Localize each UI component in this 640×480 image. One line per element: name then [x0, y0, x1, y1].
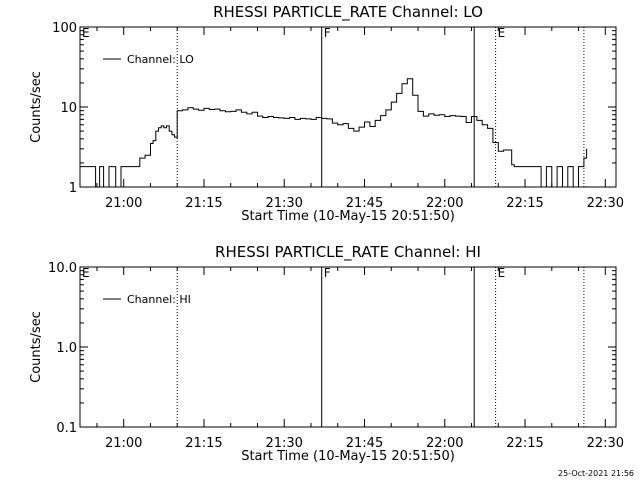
chart-title: RHESSI PARTICLE_RATE Channel: LO	[213, 3, 483, 22]
x-tick-label: 22:30	[587, 436, 624, 451]
x-tick-label: 21:00	[105, 196, 142, 211]
region-marker-label: F	[324, 26, 331, 40]
chart-title: RHESSI PARTICLE_RATE Channel: HI	[215, 243, 481, 262]
series-line-channello	[80, 78, 588, 188]
legend-label: Channel: HI	[127, 293, 191, 306]
x-tick-label: 22:00	[426, 196, 463, 211]
x-axis-label: Start Time (10-May-15 20:51:50)	[241, 209, 455, 224]
region-marker-label: E	[82, 266, 90, 280]
x-tick-label: 21:15	[185, 436, 222, 451]
x-tick-label: 21:45	[346, 436, 383, 451]
region-marker-label: E	[498, 26, 506, 40]
y-tick-label: 100	[52, 21, 77, 36]
x-tick-label: 21:30	[265, 196, 302, 211]
y-tick-label: 10	[60, 101, 77, 116]
y-axis-label: Counts/sec	[29, 71, 44, 143]
x-tick-label: 22:30	[587, 196, 624, 211]
region-marker-label: F	[324, 266, 331, 280]
y-tick-label: 1.0	[56, 341, 77, 356]
x-tick-label: 22:15	[506, 436, 543, 451]
region-marker-label: E	[498, 266, 506, 280]
x-tick-label: 21:00	[105, 436, 142, 451]
y-tick-label: 10.0	[48, 261, 77, 276]
y-tick-label: 0.1	[56, 421, 77, 436]
x-axis-label: Start Time (10-May-15 20:51:50)	[241, 449, 455, 464]
y-axis-label: Counts/sec	[29, 311, 44, 383]
x-tick-label: 22:15	[506, 196, 543, 211]
chart-panel-2: RHESSI PARTICLE_RATE Channel: HI 21:00 21:…	[29, 243, 624, 464]
legend-label: Channel: LO	[127, 53, 194, 66]
region-marker-label: E	[82, 26, 90, 40]
x-tick-label: 21:15	[185, 196, 222, 211]
x-tick-label: 22:00	[426, 436, 463, 451]
plot-frame	[79, 26, 617, 188]
x-tick-label: 21:30	[265, 436, 302, 451]
chart-panel-1: RHESSI PARTICLE_RATE Channel: LO 21:00 21:…	[29, 3, 624, 224]
y-tick-label: 1	[69, 181, 77, 196]
x-tick-label: 21:45	[346, 196, 383, 211]
plot-timestamp: 25-Oct-2021 21:56	[558, 469, 634, 478]
plot-frame	[79, 266, 617, 428]
